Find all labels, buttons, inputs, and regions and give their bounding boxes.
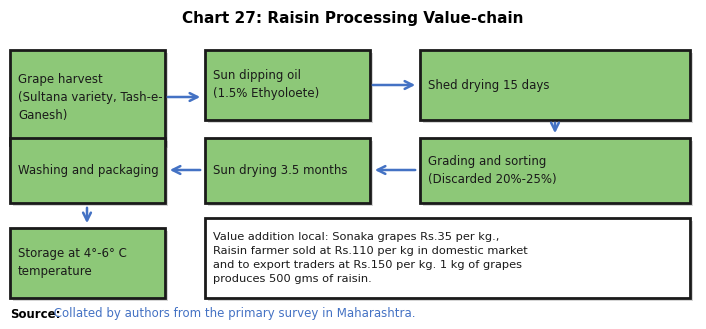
Bar (205, 138, 370, 203)
Bar (420, 50, 690, 120)
Text: Grading and sorting
(Discarded 20%-25%): Grading and sorting (Discarded 20%-25%) (428, 155, 556, 186)
Bar (10, 50, 165, 145)
Text: Sun dipping oil
(1.5% Ethyoloete): Sun dipping oil (1.5% Ethyoloete) (213, 69, 319, 100)
Text: Source:: Source: (10, 308, 61, 320)
Bar (13, 231, 168, 301)
Bar (205, 218, 690, 298)
Bar (205, 50, 370, 120)
Text: Collated by authors from the primary survey in Maharashtra.: Collated by authors from the primary sur… (50, 308, 416, 320)
Bar (423, 53, 693, 123)
Bar (208, 221, 693, 301)
Bar (13, 53, 168, 148)
Text: Value addition local: Sonaka grapes Rs.35 per kg.,
Raisin farmer sold at Rs.110 : Value addition local: Sonaka grapes Rs.3… (213, 232, 528, 284)
Text: Washing and packaging: Washing and packaging (18, 164, 159, 177)
Bar (208, 53, 373, 123)
Text: Storage at 4°-6° C
temperature: Storage at 4°-6° C temperature (18, 247, 127, 279)
Bar (10, 138, 165, 203)
Bar (420, 138, 690, 203)
Bar (423, 141, 693, 206)
Bar (10, 228, 165, 298)
Text: Sun drying 3.5 months: Sun drying 3.5 months (213, 164, 347, 177)
Text: Chart 27: Raisin Processing Value-chain: Chart 27: Raisin Processing Value-chain (182, 11, 524, 26)
Text: Grape harvest
(Sultana variety, Tash-e-
Ganesh): Grape harvest (Sultana variety, Tash-e- … (18, 73, 162, 122)
Text: Shed drying 15 days: Shed drying 15 days (428, 79, 549, 91)
Bar (13, 141, 168, 206)
Bar (208, 141, 373, 206)
